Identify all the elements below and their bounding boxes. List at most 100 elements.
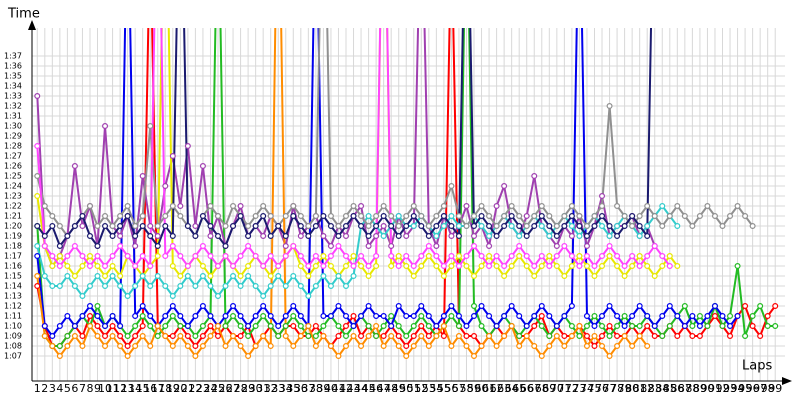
data-point xyxy=(102,263,109,270)
data-point xyxy=(327,283,334,290)
data-point xyxy=(538,223,545,230)
x-tick-label: 33 xyxy=(271,382,285,395)
data-point xyxy=(440,213,447,220)
data-point xyxy=(772,303,779,310)
data-point xyxy=(350,313,357,320)
data-point xyxy=(177,213,184,220)
data-point xyxy=(463,253,470,260)
data-point xyxy=(290,213,297,220)
y-tick-label: 1:16 xyxy=(4,262,22,271)
data-point xyxy=(199,333,206,340)
data-point xyxy=(320,273,327,280)
data-point xyxy=(64,233,71,240)
y-tick-label: 1:20 xyxy=(4,222,22,231)
data-point xyxy=(471,313,478,320)
data-point xyxy=(290,243,297,250)
x-tick-label: 51 xyxy=(407,382,421,395)
data-point xyxy=(614,203,621,210)
data-point xyxy=(169,233,176,240)
data-point xyxy=(538,263,545,270)
data-point xyxy=(207,233,214,240)
x-tick-label: 38 xyxy=(309,382,323,395)
data-point xyxy=(440,323,447,330)
data-point xyxy=(478,263,485,270)
x-tick-label: 90 xyxy=(700,382,714,395)
data-point xyxy=(516,313,523,320)
data-point xyxy=(34,143,41,150)
data-point xyxy=(591,313,598,320)
data-point xyxy=(471,353,478,360)
data-point xyxy=(214,323,221,330)
data-point xyxy=(651,323,658,330)
y-tick-label: 1:08 xyxy=(4,342,22,351)
data-point xyxy=(320,253,327,260)
data-point xyxy=(282,333,289,340)
data-point xyxy=(674,333,681,340)
data-point xyxy=(704,313,711,320)
data-point xyxy=(546,313,553,320)
data-point xyxy=(358,223,365,230)
data-point xyxy=(297,323,304,330)
data-point xyxy=(681,323,688,330)
data-point xyxy=(207,253,214,260)
data-point xyxy=(71,243,78,250)
x-tick-label: 34 xyxy=(279,382,293,395)
data-point xyxy=(463,223,470,230)
x-tick-label: 41 xyxy=(331,382,345,395)
data-point xyxy=(621,213,628,220)
data-point xyxy=(305,223,312,230)
data-point xyxy=(252,213,259,220)
x-tick-label: 13 xyxy=(121,382,135,395)
x-tick-label: 19 xyxy=(166,382,180,395)
data-point xyxy=(486,213,493,220)
data-point xyxy=(260,233,267,240)
data-point xyxy=(222,253,229,260)
data-point xyxy=(305,233,312,240)
data-point xyxy=(192,313,199,320)
data-point xyxy=(433,323,440,330)
data-point xyxy=(365,323,372,330)
x-tick-label: 6 xyxy=(71,382,78,395)
data-point xyxy=(576,263,583,270)
data-point xyxy=(606,223,613,230)
data-point xyxy=(380,333,387,340)
data-point xyxy=(772,323,779,330)
data-point xyxy=(606,333,613,340)
y-tick-label: 1:11 xyxy=(4,312,22,321)
data-point xyxy=(297,213,304,220)
data-point xyxy=(192,253,199,260)
data-point xyxy=(365,273,372,280)
data-point xyxy=(696,333,703,340)
data-point xyxy=(380,313,387,320)
data-point xyxy=(403,333,410,340)
x-tick-label: 76 xyxy=(595,382,609,395)
data-point xyxy=(388,223,395,230)
data-point xyxy=(403,343,410,350)
data-point xyxy=(34,273,41,280)
x-tick-label: 46 xyxy=(369,382,383,395)
data-point xyxy=(599,343,606,350)
data-point xyxy=(606,353,613,360)
data-point xyxy=(440,333,447,340)
data-point xyxy=(403,353,410,360)
data-point xyxy=(139,213,146,220)
data-point xyxy=(71,283,78,290)
data-point xyxy=(568,213,575,220)
data-point xyxy=(297,253,304,260)
y-tick-label: 1:25 xyxy=(4,172,22,181)
x-tick-label: 88 xyxy=(685,382,699,395)
data-point xyxy=(199,243,206,250)
data-point xyxy=(568,333,575,340)
data-point xyxy=(117,283,124,290)
data-point xyxy=(343,223,350,230)
data-point xyxy=(177,333,184,340)
data-point xyxy=(124,343,131,350)
data-point xyxy=(433,263,440,270)
data-point xyxy=(516,223,523,230)
x-tick-label: 68 xyxy=(535,382,549,395)
data-point xyxy=(719,323,726,330)
data-point xyxy=(433,333,440,340)
data-point xyxy=(599,193,606,200)
data-point xyxy=(373,333,380,340)
data-point xyxy=(478,213,485,220)
